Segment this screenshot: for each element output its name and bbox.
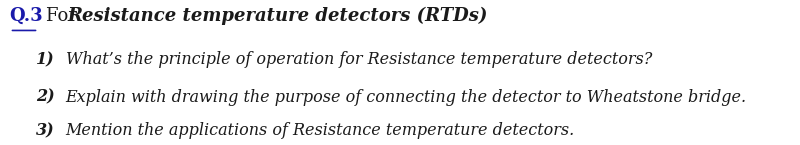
Text: 3): 3)	[36, 122, 54, 139]
Text: Q.3: Q.3	[10, 7, 43, 25]
Text: For: For	[46, 7, 83, 25]
Text: What’s the principle of operation for Resistance temperature detectors?: What’s the principle of operation for Re…	[66, 51, 652, 68]
Text: Mention the applications of Resistance temperature detectors.: Mention the applications of Resistance t…	[66, 122, 575, 139]
Text: Explain with drawing the purpose of connecting the detector to Wheatstone bridge: Explain with drawing the purpose of conn…	[66, 89, 746, 106]
Text: 2): 2)	[36, 89, 54, 106]
Text: 1): 1)	[36, 51, 54, 68]
Text: Resistance temperature detectors (RTDs): Resistance temperature detectors (RTDs)	[67, 6, 487, 25]
